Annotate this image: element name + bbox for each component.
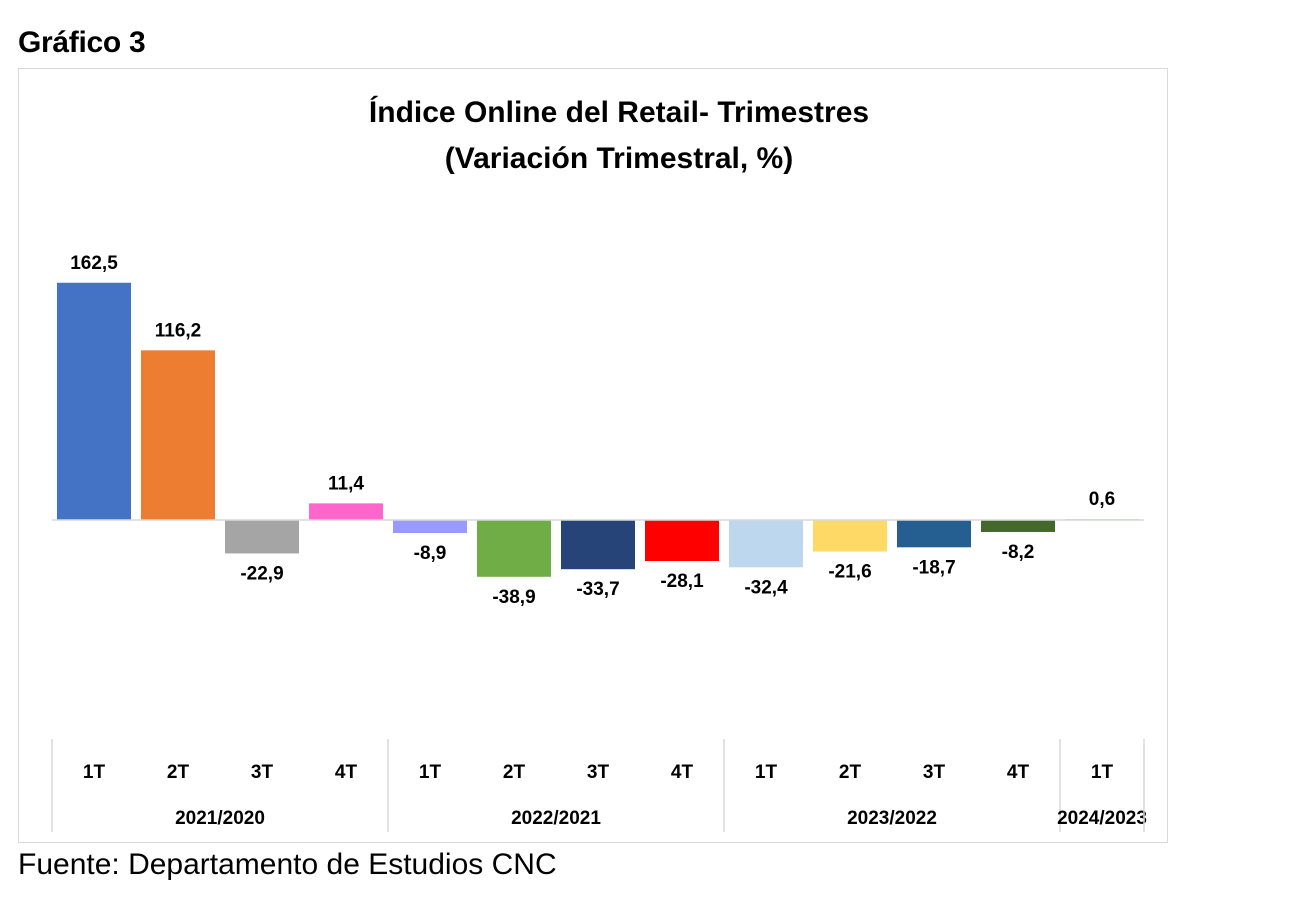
data-label-12: -8,2 [1002,542,1035,563]
data-label-5: -8,9 [414,543,447,564]
data-label-4: 11,4 [328,473,364,494]
data-label-6: -38,9 [492,587,535,608]
tick-label-12: 4T [1007,762,1030,783]
chart-frame: Índice Online del Retail- Trimestres (Va… [18,68,1168,843]
page-heading: Gráfico 3 [18,26,146,59]
chart-title: Índice Online del Retail- Trimestres [369,95,869,129]
tick-label-13: 1T [1091,762,1114,783]
bar-1 [57,282,131,520]
data-label-2: 116,2 [155,320,202,341]
data-label-10: -21,6 [828,562,871,583]
bar-10 [813,520,887,552]
bar-8 [645,520,719,562]
tick-label-10: 2T [839,762,862,783]
bar-5 [393,520,467,533]
chart-subtitle: (Variación Trimestral, %) [445,142,793,175]
tick-label-3: 3T [251,762,274,783]
tick-label-4: 4T [335,762,358,783]
source-note: Fuente: Departamento de Estudios CNC [18,848,557,881]
tick-label-7: 3T [587,762,610,783]
bar-9 [729,520,803,568]
tick-label-9: 1T [755,762,778,783]
tick-label-8: 4T [671,762,694,783]
data-label-7: -33,7 [576,579,619,600]
tick-label-5: 1T [419,762,442,783]
tick-label-2: 2T [167,762,190,783]
data-label-13: 0,6 [1089,489,1115,510]
bar-2 [141,350,215,520]
tick-label-1: 1T [83,762,106,783]
data-labels-layer: 162,5 116,2 -22,9 11,4 -8,9 -38,9 -33,7 -28,1 -3… [70,253,1115,608]
category-axis: 1T 2T 3T 4T 1T 2T 3T 4T 1T 2T 3T 4T 1T 2021/2020 2022/… [51,519,1147,832]
bars-layer [57,282,1139,577]
bar-7 [561,520,635,570]
data-label-3: -22,9 [240,563,283,584]
bar-3 [225,520,299,554]
bar-chart: Índice Online del Retail- Trimestres (Va… [51,95,1147,832]
group-label-2: 2022/2021 [511,808,601,829]
data-label-1: 162,5 [70,253,118,274]
group-label-1: 2021/2020 [175,808,265,829]
data-label-11: -18,7 [912,557,955,578]
tick-label-6: 2T [503,762,526,783]
bar-11 [897,520,971,548]
bar-12 [981,520,1055,532]
bar-6 [477,520,551,577]
tick-label-11: 3T [923,762,946,783]
group-label-4: 2024/2023 [1057,808,1147,829]
data-label-9: -32,4 [744,577,788,598]
bar-4 [309,503,383,520]
group-label-3: 2023/2022 [847,808,937,829]
data-label-8: -28,1 [660,571,704,592]
